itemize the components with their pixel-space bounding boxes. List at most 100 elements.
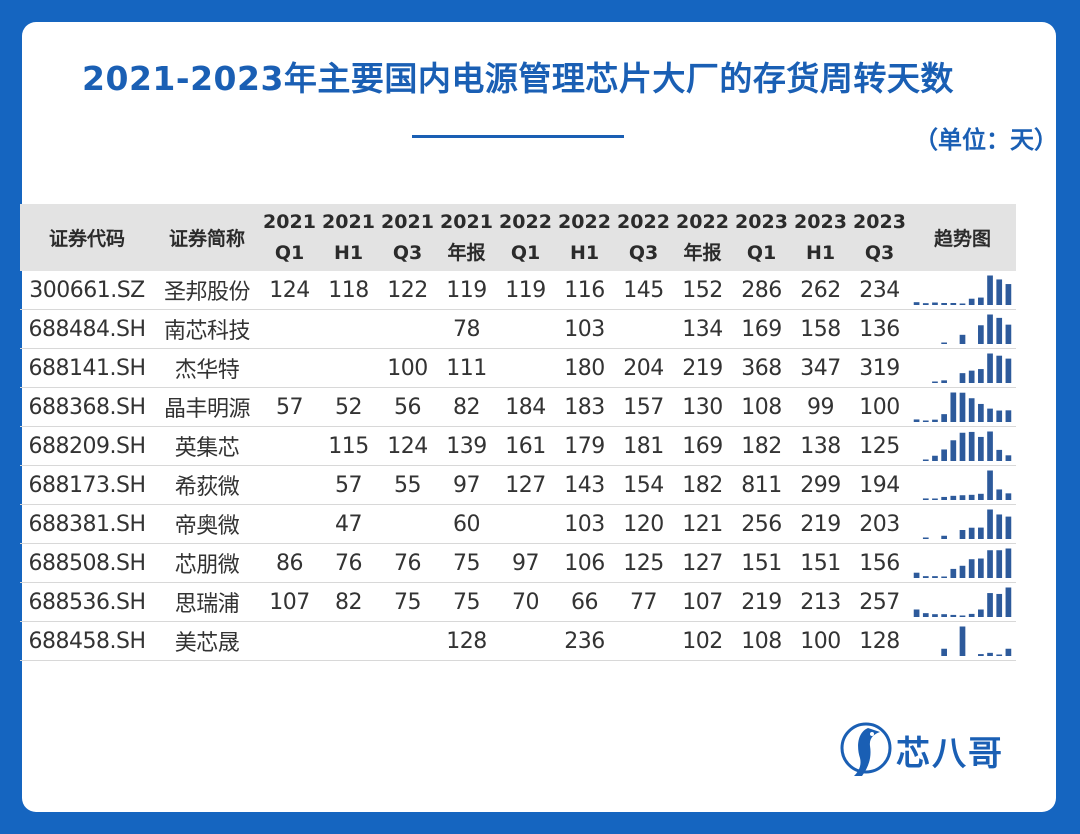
value-cell: [319, 309, 378, 349]
trend-bar: [941, 496, 947, 500]
value-cell: 213: [791, 582, 850, 622]
value-cell: 158: [791, 309, 850, 349]
trend-bar: [996, 489, 1003, 500]
trend-bar: [978, 493, 984, 500]
trend-bar: [922, 576, 929, 578]
trend-sparkline: [913, 392, 1012, 422]
trend-bar: [996, 355, 1003, 383]
value-cell: 103: [555, 504, 614, 544]
stock-code: 688508.SH: [20, 543, 154, 583]
value-cell: 119: [496, 271, 555, 310]
trend-bar: [978, 369, 984, 383]
trend-bar: [968, 370, 975, 383]
header-period: 2021 Q1: [260, 204, 319, 271]
value-cell: 257: [850, 582, 909, 622]
trend-bar: [922, 498, 929, 500]
value-cell: 77: [614, 582, 673, 622]
value-cell: [378, 504, 437, 544]
trend-bar: [959, 334, 966, 344]
value-cell: 57: [260, 387, 319, 427]
header-name: 证券简称: [154, 204, 260, 271]
value-cell: 100: [791, 621, 850, 661]
value-cell: 111: [437, 348, 496, 388]
table-row: 688508.SH 芯朋微 86 76 76 75 97 106 125 127 151 151 156: [20, 543, 1016, 583]
trend-bar: [996, 550, 1003, 578]
value-cell: 100: [378, 348, 437, 388]
header-year: 2022: [617, 210, 670, 233]
trend-cell: [909, 309, 1016, 349]
trend-sparkline: [913, 275, 1012, 305]
trend-bar: [959, 530, 966, 539]
value-cell: 52: [319, 387, 378, 427]
header-year: 2021: [322, 210, 375, 233]
table-row: 688536.SH 思瑞浦 107 82 75 75 70 66 77 107 219 213 257: [20, 582, 1016, 622]
trend-bar: [987, 353, 993, 383]
value-cell: 194: [850, 465, 909, 505]
value-cell: 75: [437, 543, 496, 583]
value-cell: [614, 309, 673, 349]
trend-bar: [996, 410, 1003, 422]
value-cell: 75: [378, 582, 437, 622]
stock-name: 晶丰明源: [154, 387, 260, 427]
trend-bar: [941, 576, 947, 578]
title-underline: [412, 135, 624, 138]
trend-cell: [909, 426, 1016, 466]
value-cell: 78: [437, 309, 496, 349]
trend-bar: [941, 342, 947, 344]
value-cell: 219: [673, 348, 732, 388]
value-cell: 184: [496, 387, 555, 427]
stock-name: 圣邦股份: [154, 271, 260, 310]
header-period: 2022 年报: [673, 204, 732, 271]
trend-bar: [968, 559, 975, 578]
trend-bar: [913, 609, 920, 617]
value-cell: 100: [850, 387, 909, 427]
value-cell: 181: [614, 426, 673, 466]
trend-bar: [950, 614, 957, 617]
value-cell: 236: [555, 621, 614, 661]
value-cell: [319, 621, 378, 661]
table-row: 688141.SH 杰华特 100 111 180 204 219 368 347 319: [20, 348, 1016, 388]
header-period: 2023 Q3: [850, 204, 909, 271]
header-sub: H1: [333, 241, 364, 264]
trend-bar: [987, 593, 993, 617]
trend-bar: [978, 558, 984, 578]
value-cell: 127: [673, 543, 732, 583]
value-cell: 47: [319, 504, 378, 544]
trend-bar: [968, 613, 975, 617]
value-cell: [496, 348, 555, 388]
trend-bar: [987, 314, 993, 344]
value-cell: 99: [791, 387, 850, 427]
header-period: 2021 H1: [319, 204, 378, 271]
header-period: 2022 Q1: [496, 204, 555, 271]
trend-bar: [922, 420, 929, 422]
value-cell: 156: [850, 543, 909, 583]
trend-sparkline: [941, 626, 1012, 656]
trend-bar: [978, 297, 984, 305]
value-cell: 182: [673, 465, 732, 505]
trend-bar: [941, 380, 947, 383]
brand-logo: 芯八哥: [838, 718, 1018, 778]
trend-bar: [978, 609, 984, 617]
value-cell: 204: [614, 348, 673, 388]
table-row: 688368.SH 晶丰明源 57 52 56 82 184 183 157 130 108 99 10…: [20, 387, 1016, 427]
value-cell: 125: [614, 543, 673, 583]
value-cell: 161: [496, 426, 555, 466]
value-cell: 138: [791, 426, 850, 466]
trend-bar: [996, 279, 1003, 305]
value-cell: 169: [732, 309, 791, 349]
value-cell: [378, 309, 437, 349]
value-cell: 106: [555, 543, 614, 583]
value-cell: 347: [791, 348, 850, 388]
value-cell: 66: [555, 582, 614, 622]
trend-bar: [959, 626, 966, 656]
trend-sparkline: [922, 431, 1012, 461]
trend-cell: [909, 387, 1016, 427]
value-cell: 183: [555, 387, 614, 427]
trend-bar: [941, 414, 947, 422]
value-cell: 82: [319, 582, 378, 622]
value-cell: 151: [732, 543, 791, 583]
stock-name: 美芯晟: [154, 621, 260, 661]
value-cell: 130: [673, 387, 732, 427]
trend-bar: [941, 648, 947, 656]
table-body: 300661.SZ 圣邦股份 124 118 122 119 119 116 145 152 286…: [20, 271, 1016, 661]
